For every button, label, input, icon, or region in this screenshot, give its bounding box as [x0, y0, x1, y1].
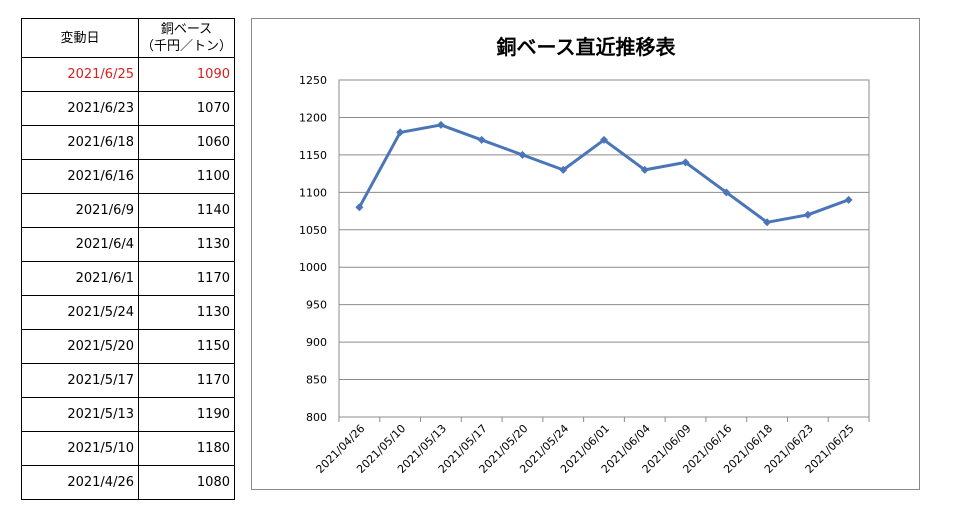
row-date: 2021/6/25 [21, 57, 139, 92]
row-date: 2021/5/17 [21, 363, 139, 398]
table-row: 2021/6/18 1060 [21, 125, 235, 160]
row-price: 1170 [138, 261, 235, 296]
copper-price-table: 変動日 銅ベース （千円／トン） 2021/6/25 1090 2021/6/23 1… [21, 18, 235, 500]
table-row: 2021/6/25 1090 [21, 57, 235, 92]
data-point [803, 210, 812, 219]
data-point [559, 165, 568, 174]
header-price-line1: 銅ベース [160, 22, 213, 37]
header-date: 変動日 [21, 18, 139, 58]
plot-area: 8008509009501000105011001150120012502021… [299, 74, 870, 476]
table-body: 2021/6/25 1090 2021/6/23 1070 2021/6/18 1060 2… [21, 57, 235, 500]
data-point [355, 203, 364, 212]
header-price-line2: （千円／トン） [140, 39, 232, 54]
y-tick-label: 1100 [299, 186, 327, 199]
table-row: 2021/6/1 1170 [21, 261, 235, 296]
row-price: 1100 [138, 159, 235, 194]
data-point [477, 135, 486, 144]
chart-frame: 銅ベース直近推移表 800 850 900 950 1000 1050 1100 1150 12… [251, 18, 920, 490]
data-point [600, 135, 608, 144]
y-tick-label: 900 [306, 336, 327, 349]
row-date: 2021/5/10 [21, 431, 139, 466]
row-price: 1070 [138, 91, 235, 126]
data-point [436, 120, 445, 129]
table-row: 2021/6/9 1140 [21, 193, 235, 228]
table-row: 2021/6/16 1100 [21, 159, 235, 194]
y-tick-label: 1200 [299, 111, 327, 124]
row-date: 2021/6/18 [21, 125, 139, 160]
data-point [681, 158, 690, 167]
y-tick-label: 1250 [299, 74, 327, 87]
y-tick-label: 1050 [299, 224, 327, 237]
data-point [396, 128, 405, 137]
table-row: 2021/5/13 1190 [21, 397, 235, 432]
row-price: 1060 [138, 125, 235, 160]
row-price: 1150 [138, 329, 235, 364]
row-date: 2021/6/23 [21, 91, 139, 126]
table-row: 2021/5/10 1180 [21, 431, 235, 466]
row-date: 2021/5/13 [21, 397, 139, 432]
table-row: 2021/5/17 1170 [21, 363, 235, 398]
chart-title: 銅ベース直近推移表 [497, 35, 677, 59]
data-point [518, 150, 527, 159]
row-date: 2021/6/9 [21, 193, 139, 228]
row-date: 2021/4/26 [21, 465, 139, 500]
y-tick-label: 950 [306, 299, 327, 312]
copper-base-line-chart: 銅ベース直近推移表 800 850 900 950 1000 1050 1100 1150 12… [299, 35, 870, 476]
row-price: 1190 [138, 397, 235, 432]
plot-border [338, 79, 870, 418]
row-price: 1080 [138, 465, 235, 500]
row-price: 1130 [138, 227, 235, 262]
row-price: 1170 [138, 363, 235, 398]
row-price: 1180 [138, 431, 235, 466]
row-date: 2021/6/1 [21, 261, 139, 296]
data-point [640, 165, 649, 174]
row-date: 2021/6/16 [21, 159, 139, 194]
table-row: 2021/4/26 1080 [21, 465, 235, 500]
data-point [844, 195, 853, 204]
table-row: 2021/5/24 1130 [21, 295, 235, 330]
y-tick-label: 800 [306, 411, 327, 424]
row-price: 1140 [138, 193, 235, 228]
row-price: 1130 [138, 295, 235, 330]
y-tick-label: 1000 [299, 261, 327, 274]
row-date: 2021/6/4 [21, 227, 139, 262]
row-date: 2021/5/24 [21, 295, 139, 330]
table-row: 2021/6/23 1070 [21, 91, 235, 126]
table-row: 2021/5/20 1150 [21, 329, 235, 364]
table-row: 2021/6/4 1130 [21, 227, 235, 262]
row-price: 1090 [138, 57, 235, 92]
data-point [763, 218, 772, 227]
row-date: 2021/5/20 [21, 329, 139, 364]
y-tick-label: 1150 [299, 149, 327, 162]
y-tick-label: 850 [306, 374, 327, 387]
data-point [722, 188, 731, 197]
header-price: 銅ベース （千円／トン） [138, 18, 235, 58]
table-header-row: 変動日 銅ベース （千円／トン） [21, 18, 235, 58]
